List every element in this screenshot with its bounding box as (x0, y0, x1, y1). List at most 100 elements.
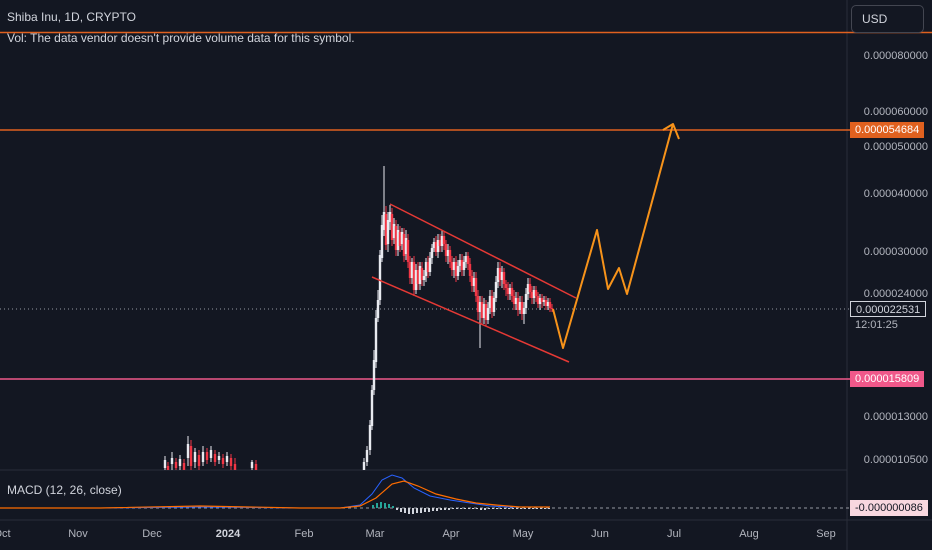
macd-histogram-bar (492, 508, 494, 509)
candle-body (193, 452, 197, 462)
time-axis-label: Oct (0, 528, 11, 540)
candle-body (426, 262, 430, 272)
time-axis-label: Jun (591, 528, 609, 540)
macd-histogram-bar (460, 508, 462, 509)
candle-body (446, 250, 450, 256)
candle-body (486, 308, 490, 320)
macd-histogram-bar (432, 508, 434, 511)
candle-body (514, 298, 518, 304)
candle-body (458, 260, 462, 266)
candle-body (420, 268, 424, 280)
candle-body (462, 262, 466, 270)
price-axis-label: 0.000010500 (863, 454, 928, 466)
candle-body (490, 296, 494, 312)
symbol-title[interactable]: Shiba Inu, 1D, CRYPTO (7, 10, 136, 24)
macd-histogram-bar (400, 508, 402, 512)
candle-body (436, 240, 440, 252)
candle-body (197, 455, 201, 466)
macd-histogram-bar (384, 503, 386, 508)
candle-body (472, 278, 476, 286)
candle-body (408, 262, 412, 278)
candle-body (396, 230, 400, 250)
macd-histogram-bar (496, 508, 498, 509)
candle-body (390, 214, 394, 240)
price-axis-label: 0.000060000 (863, 106, 928, 118)
time-axis-label: Dec (142, 528, 162, 540)
candle-body (532, 290, 536, 298)
macd-histogram-bar (380, 502, 382, 508)
candle-body (434, 242, 438, 252)
candle-body (186, 444, 190, 458)
candle-body (213, 454, 217, 462)
channel-lower-line[interactable] (371, 276, 570, 363)
macd-histogram-bar (516, 508, 518, 509)
candle-body (528, 284, 532, 292)
candle-body (398, 232, 402, 246)
candle-body (494, 282, 498, 298)
candle-body (189, 446, 193, 466)
candle-body (442, 236, 446, 244)
macd-histogram-bar (420, 508, 422, 513)
signal-line (0, 480, 550, 509)
candle-body (492, 298, 496, 312)
macd-histogram-bar (372, 505, 374, 508)
candle-body (378, 255, 382, 300)
candle-body (476, 296, 480, 312)
bar-countdown: 12:01:25 (850, 317, 903, 333)
candle-body (478, 302, 482, 312)
projection-path[interactable] (552, 123, 674, 349)
candle-body (464, 256, 468, 262)
currency-button[interactable]: USD (851, 5, 924, 33)
candle-body (205, 452, 209, 460)
volume-note: Vol: The data vendor doesn't provide vol… (7, 31, 355, 45)
candle-body (174, 462, 178, 468)
projection-arrowhead (662, 123, 680, 140)
candle-body (386, 220, 390, 244)
macd-histogram-bar (424, 508, 426, 512)
macd-indicator-label[interactable]: MACD (12, 26, close) (7, 483, 122, 497)
macd-histogram-bar (528, 508, 530, 509)
candle-body (454, 262, 458, 276)
candle-body (166, 466, 170, 470)
macd-histogram-bar (468, 508, 470, 509)
candle-body (217, 456, 221, 460)
candle-body (438, 240, 442, 246)
macd-histogram-bar (392, 506, 394, 508)
macd-histogram-bar (464, 508, 466, 509)
time-axis-label: May (512, 528, 534, 540)
time-axis-label: Mar (365, 528, 385, 540)
macd-histogram-bar (444, 508, 446, 510)
candle-body (522, 308, 526, 314)
candle-body (502, 272, 506, 284)
candle-body (368, 425, 372, 450)
macd-histogram-bar (532, 508, 534, 509)
price-axis-label: 0.000024000 (863, 288, 928, 300)
channel-upper-line[interactable] (389, 203, 577, 299)
candle-body (424, 262, 428, 276)
candle-body (474, 278, 478, 296)
macd-histogram-bar (456, 508, 458, 509)
candle-body (250, 462, 254, 468)
candle-body (524, 294, 528, 308)
candle-body (163, 460, 167, 468)
candle-body (402, 234, 406, 256)
macd-histogram-bar (488, 508, 490, 509)
time-axis-label: Feb (294, 528, 314, 540)
macd-histogram-bar (440, 508, 442, 510)
candle-body (394, 226, 398, 250)
candle-body (468, 264, 472, 276)
price-axis-label: 0.000013000 (863, 411, 928, 423)
candle-body (538, 298, 542, 304)
candle-body (374, 318, 378, 362)
candle-body (370, 390, 374, 426)
candle-body (512, 296, 516, 304)
candle-body (372, 360, 376, 390)
candle-body (388, 212, 392, 222)
macd-histogram-bar (376, 503, 378, 508)
candle-body (526, 284, 530, 294)
candle-body (376, 300, 380, 318)
candlestick-series (163, 166, 554, 470)
time-axis-label: Aug (739, 528, 759, 540)
time-axis-label: Jul (666, 528, 682, 540)
